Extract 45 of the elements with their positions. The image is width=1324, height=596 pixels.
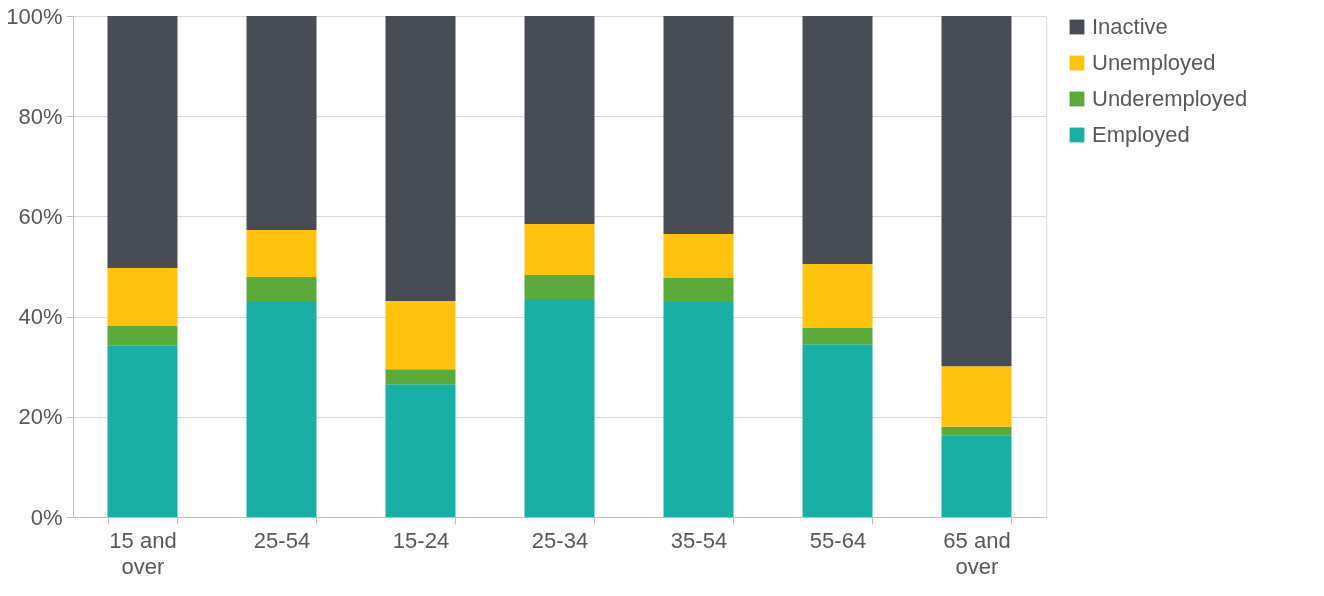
bar: [246, 277, 317, 302]
bar: [663, 16, 734, 234]
legend-label: Inactive: [1092, 14, 1168, 39]
bar: [246, 301, 317, 517]
bar: [524, 299, 595, 517]
bar: [524, 223, 595, 276]
bar: [107, 268, 178, 327]
bar: [941, 435, 1012, 517]
x-tick-label: 15 and over: [109, 527, 177, 579]
x-tick-label: 65 and over: [943, 527, 1011, 579]
bar: [107, 345, 178, 517]
bar: [385, 369, 456, 385]
bar: [246, 16, 317, 230]
y-tick-label: 80%: [18, 103, 63, 129]
bar: [802, 264, 873, 329]
y-tick-label: 0%: [30, 504, 63, 530]
x-tick-label: 15-24: [392, 527, 450, 553]
y-tick-label: 60%: [18, 203, 63, 229]
bar: [107, 16, 178, 268]
x-tick-label: 55-64: [809, 527, 867, 553]
bar: [941, 16, 1012, 367]
bar: [524, 16, 595, 224]
bar: [246, 229, 317, 278]
x-tick-label: 25-54: [253, 527, 311, 553]
bar: [524, 275, 595, 300]
bar: [663, 302, 734, 517]
x-tick-label: 25-34: [531, 527, 589, 553]
bar: [941, 366, 1012, 427]
legend-label: Unemployed: [1092, 50, 1216, 75]
bar: [802, 328, 873, 345]
bar: [941, 426, 1012, 436]
bar: [802, 344, 873, 517]
y-tick-label: 20%: [18, 404, 63, 430]
bar: [107, 326, 178, 346]
bar: [663, 278, 734, 303]
bar: [385, 301, 456, 370]
bar: [385, 16, 456, 302]
y-tick-label: 100%: [6, 3, 63, 29]
legend-label: Employed: [1092, 122, 1190, 147]
legend-label: Underemployed: [1092, 86, 1248, 111]
bar: [385, 384, 456, 517]
bar: [802, 16, 873, 264]
bar: [663, 233, 734, 279]
x-tick-label: 35-54: [670, 527, 728, 553]
y-tick-label: 40%: [18, 304, 63, 330]
